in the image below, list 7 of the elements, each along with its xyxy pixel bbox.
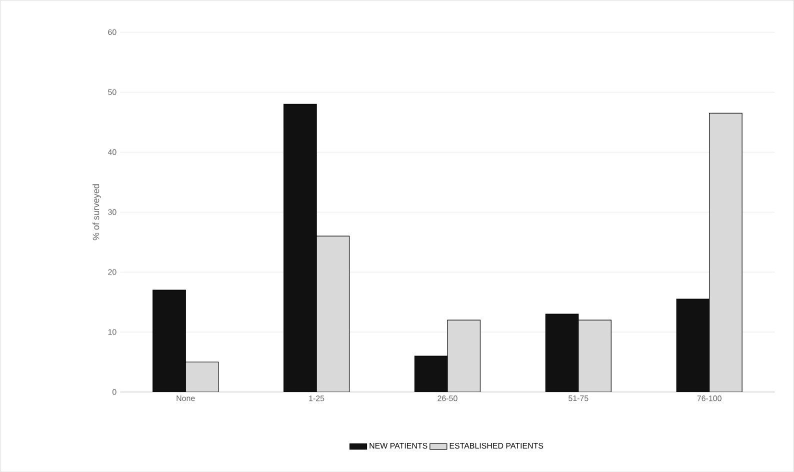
bar (545, 314, 579, 392)
bar (185, 362, 219, 392)
bar (152, 290, 186, 392)
bar (284, 104, 317, 392)
bar (414, 356, 448, 392)
y-axis-title: % of surveyed (92, 184, 101, 240)
bar (676, 298, 710, 392)
